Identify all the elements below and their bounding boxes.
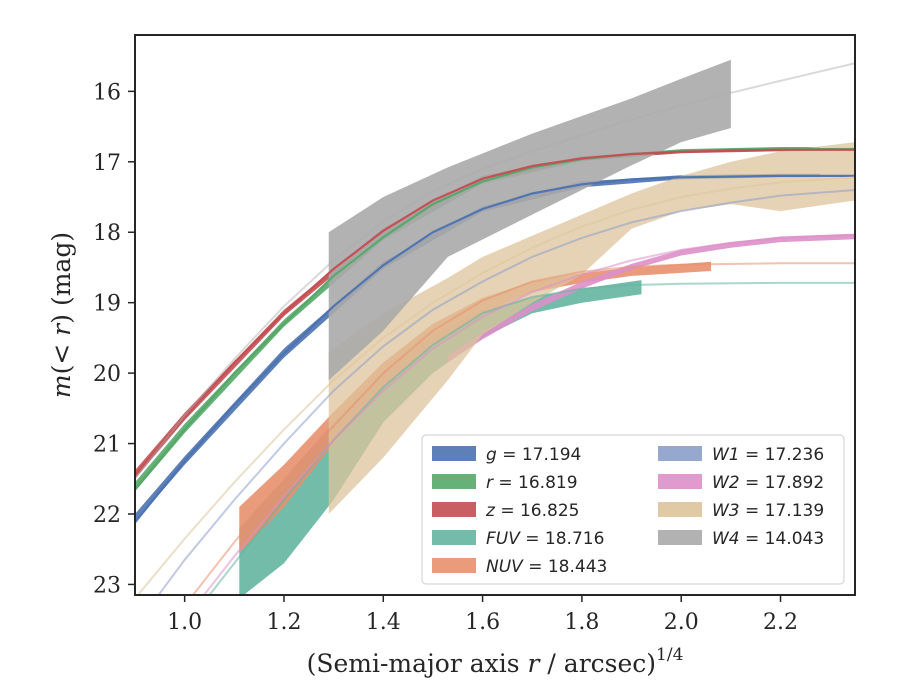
plot-frame <box>134 34 856 596</box>
model-curve-z <box>135 148 855 477</box>
legend-label-w2: W2 = 17.892 <box>712 473 824 493</box>
y-tick-label: 21 <box>93 433 121 458</box>
x-tick-label: 1.2 <box>266 610 301 635</box>
legend-label-fuv: FUV = 18.716 <box>486 529 604 549</box>
band-w3 <box>328 142 855 514</box>
model-curve-g <box>135 174 855 524</box>
legend-label-w3: W3 = 17.139 <box>712 501 824 521</box>
legend-label-nuv: NUV = 18.443 <box>486 557 607 577</box>
legend-swatch-g <box>432 446 476 461</box>
y-tick-label: 16 <box>93 80 121 105</box>
axis-ticks: 1.0 1.2 1.4 1.6 1.8 2.0 2.2 16 17 18 19 20 21 22 23 <box>93 80 798 635</box>
band-w4 <box>328 59 731 381</box>
legend-box <box>421 434 845 585</box>
y-tick-label: 22 <box>93 503 121 528</box>
model-curve-w1 <box>157 189 855 595</box>
legend-label-r: r = 16.819 <box>486 473 578 493</box>
legend-swatch-z <box>432 502 476 517</box>
legend-swatch-w4 <box>658 530 702 545</box>
legend: g = 17.194 r = 16.819 z = 16.825 FUV = 18.7… <box>421 434 845 585</box>
y-tick-label: 20 <box>93 362 121 387</box>
legend-swatch-w2 <box>658 474 702 489</box>
legend-swatch-nuv <box>432 558 476 573</box>
model-curves <box>135 62 855 595</box>
legend-swatch-w1 <box>658 446 702 461</box>
y-tick-label: 23 <box>93 573 121 598</box>
y-tick-label: 19 <box>93 292 121 317</box>
band-w2 <box>447 233 855 363</box>
x-tick-label: 2.0 <box>664 610 699 635</box>
model-curve-nuv <box>191 262 855 595</box>
y-axis-label: m(< r) (mag) <box>47 232 76 398</box>
legend-swatch-r <box>432 474 476 489</box>
model-curve-w2 <box>202 234 855 595</box>
legend-label-g: g = 17.194 <box>486 445 581 465</box>
x-tick-label: 1.8 <box>564 610 599 635</box>
legend-label-z: z = 16.825 <box>485 501 579 521</box>
x-tick-label: 1.6 <box>465 610 500 635</box>
legend-label-w4: W4 = 14.043 <box>712 529 824 549</box>
x-tick-label: 2.2 <box>763 610 798 635</box>
model-curve-fuv <box>208 281 855 595</box>
legend-swatch-fuv <box>432 530 476 545</box>
legend-swatch-w3 <box>658 502 702 517</box>
x-axis-label: (Semi-major axis r / arcsec)1/4 <box>307 645 684 678</box>
y-tick-label: 18 <box>93 221 121 246</box>
x-tick-label: 1.4 <box>366 610 401 635</box>
legend-label-w1: W1 = 17.236 <box>712 445 824 465</box>
x-tick-label: 1.0 <box>167 610 202 635</box>
model-curve-w3 <box>136 176 855 595</box>
model-curve-w4 <box>135 62 855 480</box>
y-tick-label: 17 <box>93 151 121 176</box>
